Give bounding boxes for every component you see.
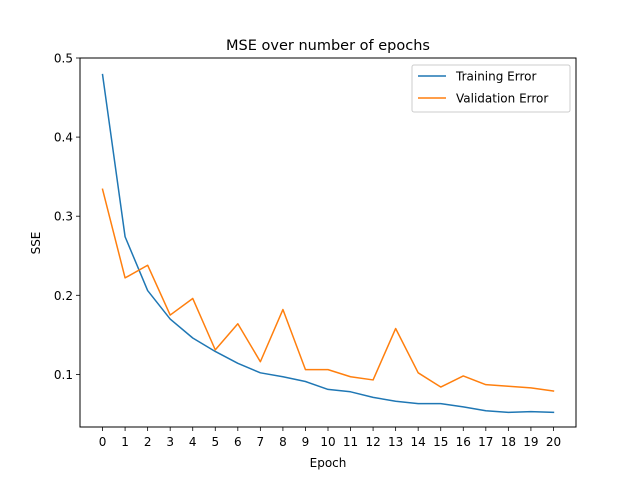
series-layer: [101, 73, 555, 414]
y-tick-label: 0.2: [54, 289, 73, 303]
x-tick-label: 17: [478, 435, 493, 449]
x-tick-label: 9: [302, 435, 310, 449]
x-axis-ticks: 0 1 2 3 4 5 6 7 8 9 10 11 12 13 14 15 16 17 18 19 20: [99, 427, 561, 449]
legend-label-training-error: Training Error: [455, 70, 536, 84]
x-tick-label: 18: [501, 435, 516, 449]
x-tick-label: 5: [211, 435, 219, 449]
legend-label-validation-error: Validation Error: [456, 92, 548, 106]
x-tick-label: 0: [99, 435, 107, 449]
x-tick-label: 8: [279, 435, 287, 449]
x-tick-label: 2: [144, 435, 152, 449]
x-tick-label: 14: [411, 435, 426, 449]
y-axis-ticks: 0.1 0.2 0.3 0.4 0.5: [54, 52, 80, 382]
legend-box: [411, 64, 571, 113]
x-tick-label: 7: [257, 435, 265, 449]
plot-frame: [79, 57, 577, 428]
x-tick-label: 20: [546, 435, 561, 449]
x-tick-label: 16: [456, 435, 471, 449]
x-tick-label: 1: [121, 435, 129, 449]
x-tick-label: 3: [166, 435, 174, 449]
x-tick-label: 4: [189, 435, 197, 449]
x-tick-label: 12: [365, 435, 380, 449]
legend: Training Error Validation Error: [411, 64, 571, 113]
series-line-training-error: [101, 73, 555, 414]
x-axis-label: Epoch: [310, 456, 347, 470]
y-tick-label: 0.1: [54, 368, 73, 382]
y-tick-label: 0.3: [54, 210, 73, 224]
x-tick-label: 11: [343, 435, 358, 449]
y-tick-label: 0.4: [54, 131, 73, 145]
x-tick-label: 19: [523, 435, 538, 449]
series-line-validation-error: [101, 188, 555, 392]
x-tick-label: 10: [320, 435, 335, 449]
x-tick-label: 6: [234, 435, 242, 449]
chart-title: MSE over number of epochs: [226, 38, 430, 54]
y-axis-label: SSE: [29, 232, 43, 255]
x-tick-label: 13: [388, 435, 403, 449]
x-tick-label: 15: [433, 435, 448, 449]
y-tick-label: 0.5: [54, 52, 73, 66]
